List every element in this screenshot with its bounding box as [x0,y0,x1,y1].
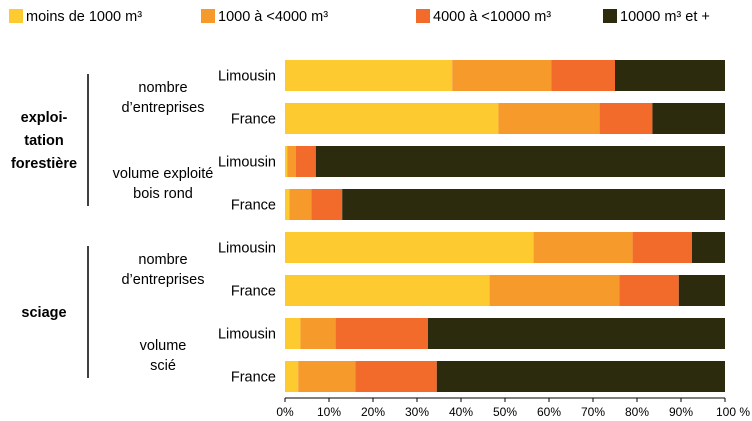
bar-segment [285,318,301,349]
x-tick-label: 80% [625,405,649,419]
bar-segment [498,103,600,134]
bar-segment [285,232,534,263]
bar-segment [287,146,296,177]
legend-label: 1000 à <4000 m³ [218,9,328,25]
bar-segment [298,361,356,392]
bar-segment [632,232,692,263]
bar-segment [619,275,679,306]
bar-segment [678,275,725,306]
subgroup-labels: nombre d’entreprises volume exploité bois r… [113,80,214,374]
bar-segment [342,189,725,220]
bar-segment [355,361,437,392]
bar-segment [285,103,499,134]
x-tick-label: 50% [493,405,517,419]
category-label: France [231,112,276,128]
x-tick-label: 100 % [716,405,750,419]
category-label: Limousin [218,241,276,257]
bar-segment [335,318,428,349]
legend-label: 4000 à <10000 m³ [433,9,551,25]
x-tick-label: 10% [317,405,341,419]
subgroup-label: volume scié [140,338,187,374]
x-tick-label: 0% [276,405,294,419]
category-label: Limousin [218,327,276,343]
category-label: Limousin [218,155,276,171]
legend-swatch [9,9,23,23]
bar-segment [300,318,336,349]
subgroup-label: nombre d’entreprises [121,252,204,288]
bar-segment [615,60,725,91]
subgroup-label: volume exploité bois rond [113,166,214,202]
legend-swatch [416,9,430,23]
legend: moins de 1000 m³ 1000 à <4000 m³ 4000 à <1… [9,9,710,25]
bar-segment [436,361,725,392]
bar-segment [692,232,725,263]
group-label: sciage [21,305,66,321]
legend-swatch [201,9,215,23]
category-label: France [231,370,276,386]
category-labels: Limousin France Limousin France Limousin Fran… [218,69,276,386]
bar-segment [285,361,299,392]
x-tick-label: 30% [405,405,429,419]
bar-segment [285,189,290,220]
group-label: exploi-tation forestière [11,110,77,172]
group-labels: exploi-tation forestière sciage [11,74,89,378]
x-tick-label: 70% [581,405,605,419]
bar-segment [311,189,343,220]
x-tick-label: 40% [449,405,473,419]
x-tick-label: 90% [669,405,693,419]
bar-segment [452,60,552,91]
x-tick-label: 60% [537,405,561,419]
legend-label: 10000 m³ et + [620,9,710,25]
bar-segment [285,60,453,91]
category-label: Limousin [218,69,276,85]
bar-segment [285,146,288,177]
bar-segment [533,232,633,263]
bar-segment [551,60,615,91]
bar-segment [296,146,316,177]
category-label: France [231,284,276,300]
bar-segment [289,189,312,220]
legend-swatch [603,9,617,23]
bar-segment [599,103,653,134]
bar-segment [652,103,725,134]
bar-segment [428,318,725,349]
bar-segment [315,146,725,177]
bars [285,60,725,392]
subgroup-label: nombre d’entreprises [121,80,204,116]
bar-segment [489,275,620,306]
bar-segment [285,275,490,306]
x-tick-label: 20% [361,405,385,419]
x-axis: 0% 10% 20% 30% 40% 50% 60% 70% 80% 90% 100 % [276,397,750,419]
category-label: France [231,198,276,214]
legend-label: moins de 1000 m³ [26,9,142,25]
